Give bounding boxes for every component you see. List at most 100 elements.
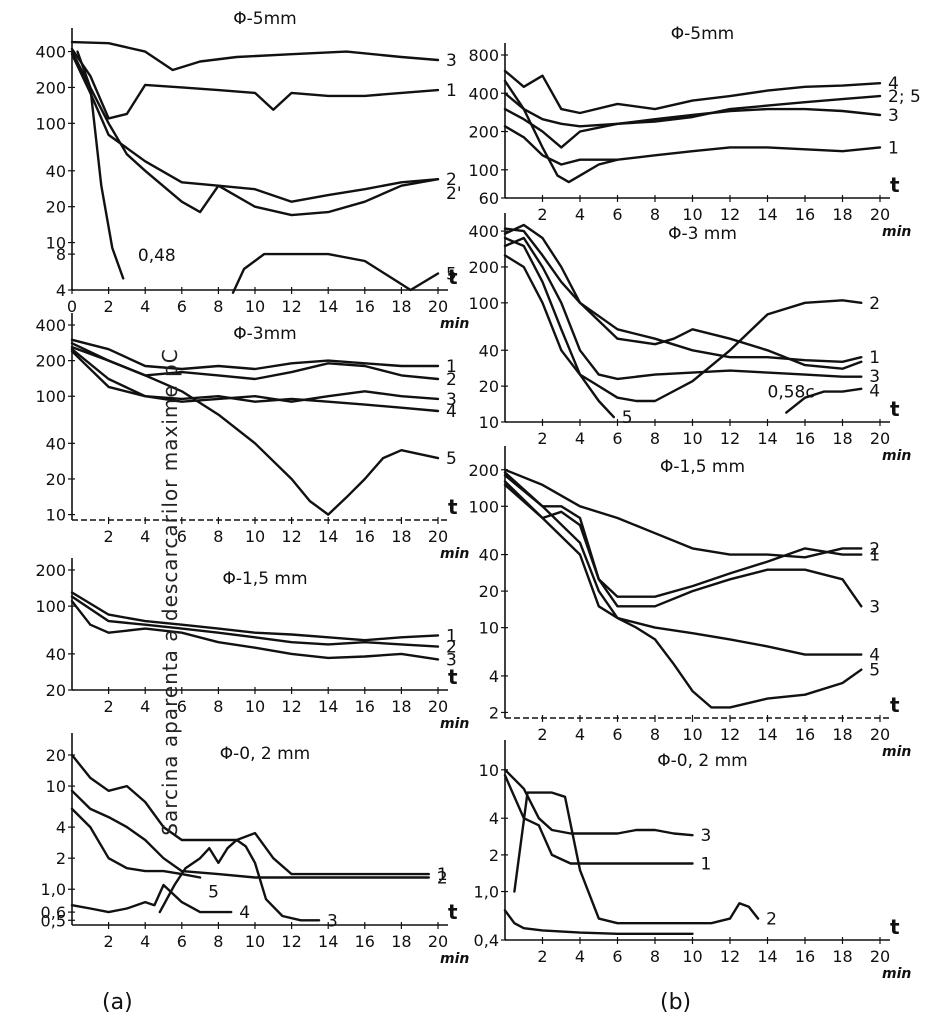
column-label-b: (b)	[660, 990, 692, 1015]
x-tick-label: 18	[391, 697, 411, 716]
x-tick-label: 12	[281, 932, 301, 951]
x-tick-label: 6	[177, 297, 187, 316]
x-tick-label: 18	[832, 947, 852, 966]
y-tick-label: 20	[479, 582, 499, 601]
y-tick-label: 4	[489, 809, 499, 828]
x-tick-label: 2	[537, 205, 547, 224]
series-label: 1	[446, 81, 457, 101]
y-tick-label: 200	[35, 78, 66, 97]
series-line-2	[70, 345, 440, 381]
x-tick-label: 16	[355, 527, 375, 546]
x-tick-label: 16	[795, 725, 815, 744]
series-label: 2	[437, 868, 448, 888]
x-tick-label: 20	[870, 429, 890, 448]
y-tick-label: 1,0	[41, 880, 66, 899]
series-label: 1	[869, 348, 880, 368]
series-label: 2	[766, 910, 777, 930]
series-line-4	[70, 883, 233, 914]
y-tick-label: 10	[479, 413, 499, 432]
panel-title: Φ-5mm	[233, 9, 296, 29]
x-axis-unit: min	[882, 448, 911, 464]
x-tick-label: 16	[355, 697, 375, 716]
x-tick-label: 14	[318, 527, 338, 546]
annotation-label: 0,48	[138, 246, 176, 266]
series-label: 3	[888, 106, 899, 126]
x-tick-label: 4	[140, 697, 150, 716]
x-tick-label: 8	[213, 527, 223, 546]
y-tick-label: 400	[468, 84, 499, 103]
x-tick-label: 14	[318, 932, 338, 951]
x-tick-label: 18	[832, 725, 852, 744]
x-tick-label: 14	[757, 429, 777, 448]
y-tick-label: 20	[46, 470, 66, 489]
series-line-unlabeled	[503, 79, 619, 184]
series-line-3	[503, 107, 882, 149]
series-line-2	[513, 791, 760, 925]
y-tick-label: 400	[35, 316, 66, 335]
x-tick-label: 6	[612, 429, 622, 448]
series-line-2; 5	[503, 92, 882, 128]
x-tick-label: 6	[612, 205, 622, 224]
series-label: 5	[446, 449, 457, 469]
series-label: 4	[888, 74, 899, 94]
series-line-3	[70, 600, 440, 661]
series-line-1	[503, 774, 694, 865]
series-label: 4	[869, 382, 880, 402]
x-tick-label: 12	[281, 297, 301, 316]
series-label: 5	[446, 265, 457, 285]
x-tick-label: 16	[795, 205, 815, 224]
x-tick-label: 2	[537, 947, 547, 966]
x-tick-label: 8	[650, 429, 660, 448]
series-label: 1	[437, 865, 448, 885]
x-tick-label: 2	[104, 527, 114, 546]
series-line-3	[503, 223, 863, 370]
panel-title: Φ-3 mm	[668, 224, 737, 244]
series-label: 3	[701, 826, 712, 846]
x-tick-label: 10	[682, 205, 702, 224]
y-tick-label: 40	[479, 546, 499, 565]
x-tick-label: 14	[757, 947, 777, 966]
x-axis-label: t	[448, 665, 458, 689]
y-tick-label: 1,0	[474, 883, 499, 902]
x-axis-label: t	[448, 900, 458, 924]
x-tick-label: 6	[177, 527, 187, 546]
series-label: 2	[446, 370, 457, 390]
x-tick-label: 2	[104, 697, 114, 716]
series-line-5	[503, 471, 863, 709]
series-line-5	[70, 807, 202, 879]
y-tick-label: 10	[479, 761, 499, 780]
x-axis-unit: min	[440, 546, 469, 562]
x-tick-label: 10	[245, 932, 265, 951]
x-tick-label: 4	[140, 932, 150, 951]
y-tick-label: 10	[479, 619, 499, 638]
x-axis-label: t	[890, 693, 900, 717]
x-tick-label: 6	[177, 697, 187, 716]
x-tick-label: 16	[355, 932, 375, 951]
x-axis-unit: min	[882, 744, 911, 760]
y-tick-label: 4	[56, 818, 66, 837]
x-tick-label: 6	[177, 932, 187, 951]
x-axis-label: t	[890, 173, 900, 197]
y-tick-label: 100	[468, 161, 499, 180]
x-tick-label: 20	[870, 947, 890, 966]
series-label: 1	[869, 546, 880, 566]
x-tick-label: 4	[575, 429, 585, 448]
y-tick-label: 0,4	[474, 931, 499, 950]
y-tick-label: 0,6	[41, 903, 66, 922]
series-line-1	[70, 47, 440, 120]
annotation-label: 0,58c	[768, 383, 815, 403]
y-tick-label: 400	[35, 43, 66, 62]
y-tick-label: 10	[46, 234, 66, 253]
x-tick-label: 18	[832, 205, 852, 224]
series-label: 5	[208, 882, 219, 902]
series-label: 2	[446, 170, 457, 190]
y-tick-label: 800	[468, 46, 499, 65]
x-tick-label: 12	[720, 205, 740, 224]
x-tick-label: 4	[140, 297, 150, 316]
series-line-2'	[70, 50, 440, 217]
